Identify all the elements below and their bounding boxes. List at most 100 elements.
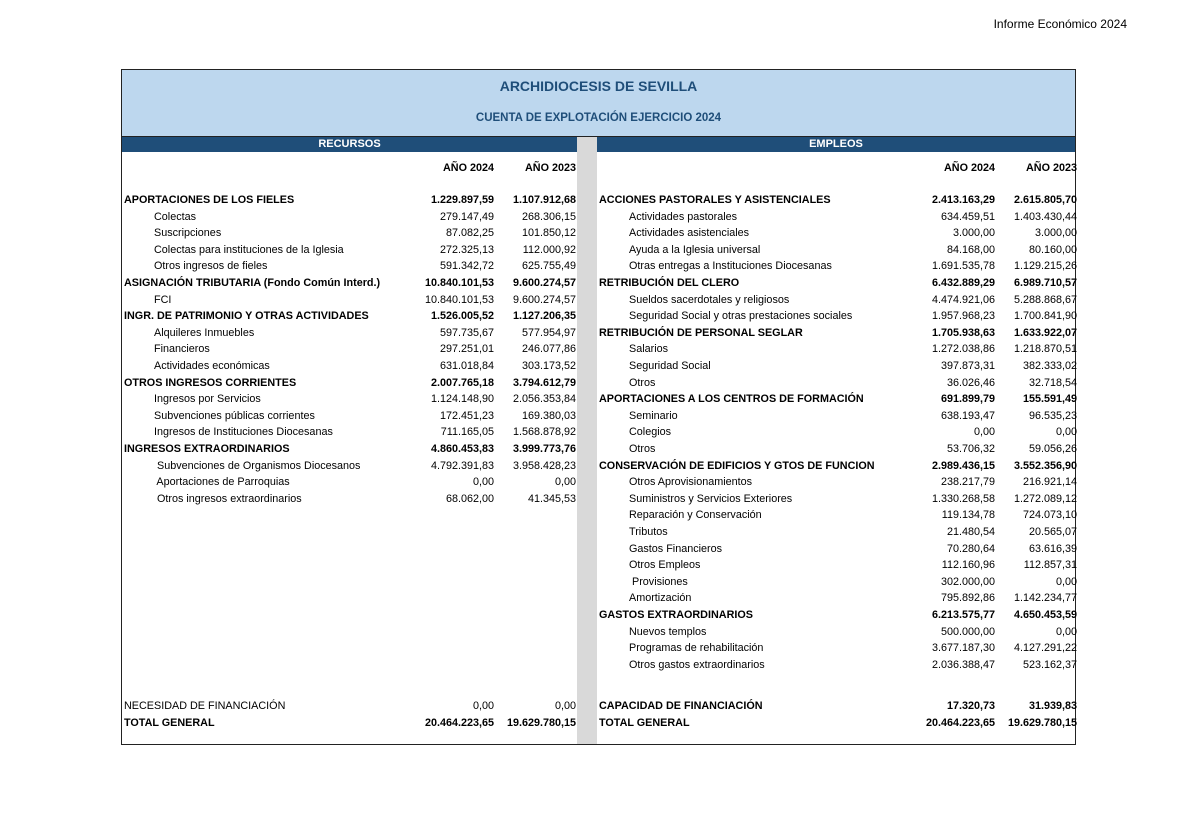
value-2023: 1.700.841,90 — [1013, 310, 1077, 323]
value-2023: 1.107.912,68 — [512, 194, 576, 206]
value-2023: 577.954,97 — [521, 326, 576, 339]
row-label: RETRIBUCIÓN DEL CLERO — [599, 277, 740, 289]
value-2024: 10.840.101,53 — [424, 293, 494, 306]
value-2023: 9.600.274,57 — [512, 277, 576, 289]
value-2023: 2.056.353,84 — [512, 393, 576, 406]
table-row: Otros ingresos extraordinarios 68.062,00 4… — [124, 491, 576, 508]
value-2023: 4.650.453,59 — [1013, 609, 1077, 621]
row-label: Otros gastos extraordinarios — [629, 658, 765, 671]
value-2023: 32.718,54 — [1028, 376, 1077, 389]
value-2023: 1.568.878,92 — [512, 426, 576, 439]
row-label: Actividades pastorales — [629, 210, 738, 223]
value-2023: 0,00 — [554, 476, 576, 489]
value-2024: 4.474.921,06 — [931, 293, 995, 306]
table-row: Otras entregas a Instituciones Diocesana… — [599, 258, 1077, 275]
row-label: Seguridad Social y otras prestaciones so… — [629, 310, 853, 323]
value-2024: AÑO 2024 — [442, 162, 494, 174]
row-label: ASIGNACIÓN TRIBUTARIA (Fondo Común Inter… — [124, 277, 381, 289]
value-2023: 19.629.780,15 — [506, 716, 576, 729]
value-2023: 1.129.215,26 — [1013, 260, 1077, 273]
value-2024: 20.464.223,65 — [925, 716, 995, 729]
value-2023: 3.000,00 — [1034, 227, 1077, 240]
table-row: ASIGNACIÓN TRIBUTARIA (Fondo Común Inter… — [124, 275, 576, 292]
table-row: Actividades asistenciales 3.000,00 3.000,0… — [599, 225, 1077, 242]
row-label: Seminario — [629, 409, 678, 422]
table-row: Reparación y Conservación 119.134,78 724.0… — [599, 507, 1077, 524]
value-2024: AÑO 2024 — [943, 162, 995, 174]
value-2024: 1.229.897,59 — [430, 194, 494, 206]
table-row: Subvenciones públicas corrientes 172.451,… — [124, 408, 576, 425]
value-2024: 297.251,01 — [439, 343, 494, 356]
value-2024: 112.160,96 — [941, 559, 995, 572]
row-label: Alquileres Inmuebles — [154, 326, 255, 339]
value-2024: 6.432.889,29 — [931, 277, 995, 289]
value-2023: 112.857,31 — [1023, 559, 1077, 572]
value-2024: 6.213.575,77 — [931, 609, 995, 621]
table-row: Alquileres Inmuebles 597.735,67 577.954,97 — [124, 325, 576, 342]
row-label: Nuevos templos — [629, 625, 707, 638]
table-row: Provisiones 302.000,00 0,00 — [599, 574, 1077, 591]
value-2024: 0,00 — [472, 700, 494, 712]
value-2023: 3.552.356,90 — [1013, 459, 1077, 472]
value-2024: 272.325,13 — [439, 243, 494, 256]
value-2023: 63.616,39 — [1028, 542, 1077, 555]
value-2023: 1.127.206,35 — [512, 310, 576, 323]
value-2024: 500.000,00 — [940, 625, 995, 638]
value-2023: 1.142.234,77 — [1013, 592, 1077, 605]
value-2023: 59.056,26 — [1028, 443, 1077, 455]
value-2024: 172.451,23 — [439, 409, 494, 422]
table-row: Colectas 279.147,49 268.306,15 — [124, 209, 576, 226]
row-label: Subvenciones públicas corrientes — [154, 409, 315, 422]
row-label: Sueldos sacerdotales y religiosos — [629, 293, 790, 306]
statement-subtitle: CUENTA DE EXPLOTACIÓN EJERCICIO 2024 — [475, 112, 722, 124]
income-statement-table: ARCHIDIOCESIS DE SEVILLA CUENTA DE EXPLO… — [121, 69, 1077, 745]
value-2024: 70.280,64 — [946, 542, 995, 555]
table-row: CONSERVACIÓN DE EDIFICIOS Y GTOS DE FUNC… — [599, 458, 1077, 475]
value-2024: 4.860.453,83 — [430, 443, 494, 455]
value-2023: 80.160,00 — [1028, 243, 1077, 256]
year-header-row: AÑO 2024 AÑO 2023 — [124, 160, 576, 177]
table-row: Otros ingresos de fieles 591.342,72 625.75… — [124, 258, 576, 275]
row-label: Seguridad Social — [629, 360, 711, 372]
value-2023: 0,00 — [1055, 426, 1077, 439]
row-label: Financieros — [154, 343, 210, 356]
value-2024: 21.480,54 — [946, 526, 995, 538]
value-2024: 1.272.038,86 — [931, 343, 995, 356]
table-row: Colegios 0,00 0,00 — [599, 424, 1077, 441]
value-2023: 246.077,86 — [521, 343, 576, 356]
value-2023: 6.989.710,57 — [1013, 277, 1077, 289]
value-2024: 279.147,49 — [439, 210, 494, 223]
table-row: Actividades pastorales 634.459,51 1.403.43… — [599, 209, 1077, 226]
table-row: FCI 10.840.101,53 9.600.274,57 — [124, 292, 576, 309]
row-label: Colectas para instituciones de la Iglesi… — [154, 243, 344, 256]
row-label: FCI — [154, 293, 172, 306]
table-row: INGR. DE PATRIMONIO Y OTRAS ACTIVIDADES 1… — [124, 308, 576, 325]
table-row: APORTACIONES DE LOS FIELES 1.229.897,59 1.… — [124, 192, 576, 209]
value-2024: 2.007.765,18 — [430, 376, 494, 389]
organization-title: ARCHIDIOCESIS DE SEVILLA — [499, 78, 698, 94]
table-row: RETRIBUCIÓN DEL CLERO 6.432.889,29 6.989.7… — [599, 275, 1077, 292]
table-row: ACCIONES PASTORALES Y ASISTENCIALES 2.413… — [599, 192, 1077, 209]
value-2024: 17.320,73 — [946, 700, 995, 712]
column-separator — [577, 137, 597, 744]
row-label: Otros Empleos — [629, 559, 701, 572]
row-label: Actividades asistenciales — [629, 227, 750, 240]
table-row: Otros 36.026,46 32.718,54 — [599, 375, 1077, 392]
value-2024: 597.735,67 — [439, 326, 494, 339]
table-row: Aportaciones de Parroquias 0,00 0,00 — [124, 474, 576, 491]
value-2023: 3.999.773,76 — [512, 443, 576, 455]
value-2023: 1.218.870,51 — [1013, 343, 1077, 356]
table-row: Seminario 638.193,47 96.535,23 — [599, 408, 1077, 425]
table-row: Actividades económicas 631.018,84 303.173,… — [124, 358, 576, 375]
value-2023: AÑO 2023 — [1025, 162, 1077, 174]
row-label: Subvenciones de Organismos Diocesanos — [154, 459, 361, 472]
value-2023: 1.272.089,12 — [1013, 492, 1077, 505]
row-label: Otros Aprovisionamientos — [629, 476, 753, 489]
table-row: Otros gastos extraordinarios 2.036.388,47… — [599, 657, 1077, 674]
value-2023: 96.535,23 — [1028, 409, 1077, 422]
row-label: Otras entregas a Instituciones Diocesana… — [629, 260, 832, 273]
value-2024: 68.062,00 — [445, 492, 494, 505]
value-2023: 523.162,37 — [1022, 658, 1077, 671]
value-2024: 1.691.535,78 — [931, 260, 995, 273]
row-label: Programas de rehabilitación — [629, 642, 764, 655]
